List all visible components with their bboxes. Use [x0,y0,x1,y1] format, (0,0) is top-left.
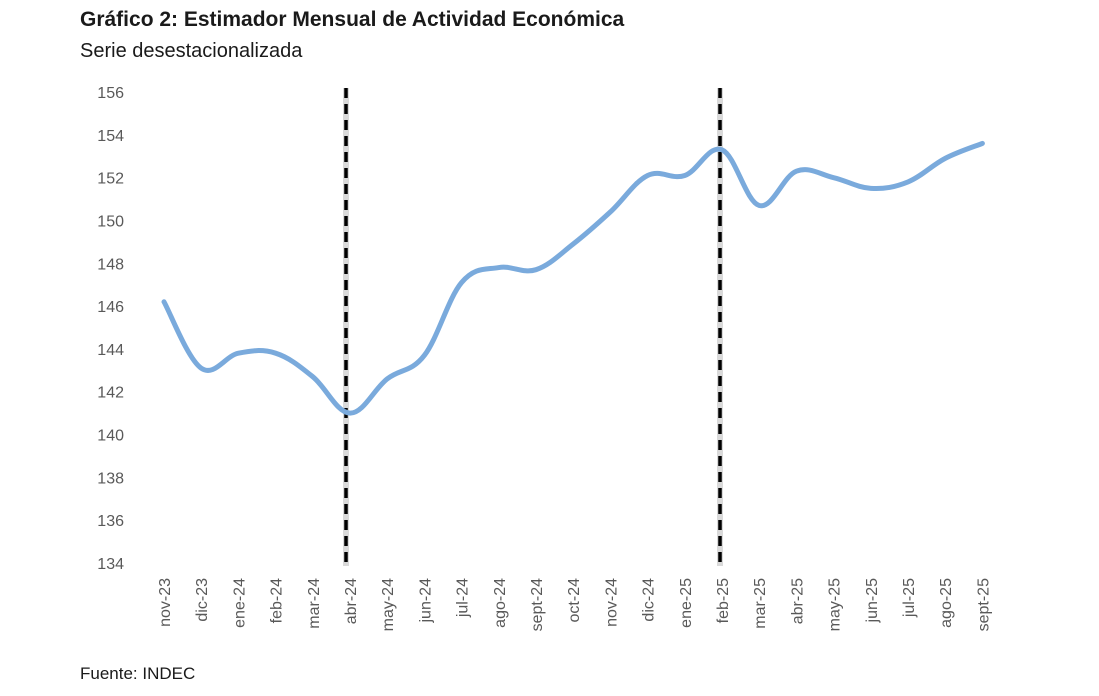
data-point [832,176,836,180]
data-point [385,377,389,381]
data-point [980,141,984,145]
y-tick-label: 144 [97,342,124,359]
x-tick-label: nov-24 [603,578,620,627]
y-tick-label: 136 [97,513,124,530]
chart-title: Gráfico 2: Estimador Mensual de Activida… [80,8,625,31]
x-tick-label: nov-23 [157,578,174,627]
x-tick-label: may-24 [380,578,397,631]
x-tick-label: jun-25 [864,578,881,624]
data-point [683,173,687,177]
x-tick-label: ene-24 [231,578,248,628]
source-note: Fuente: INDEC [80,664,196,683]
y-tick-label: 138 [97,470,124,487]
x-tick-label: dic-23 [194,578,211,622]
x-tick-label: jul-25 [901,578,918,618]
data-point [608,210,612,214]
y-tick-label: 150 [97,213,124,230]
data-point [162,300,166,304]
x-tick-label: may-25 [827,578,844,631]
x-tick-label: mar-24 [306,578,323,629]
data-point [348,411,352,415]
y-tick-label: 140 [97,428,124,445]
chart-subtitle: Serie desestacionalizada [80,40,303,62]
x-tick-label: ene-25 [678,578,695,628]
x-tick-label: abr-24 [343,578,360,624]
y-tick-label: 152 [97,171,124,188]
data-point [236,351,240,355]
data-point [794,169,798,173]
data-point [646,173,650,177]
series-line [161,140,985,416]
x-tick-label: sept-24 [529,578,546,631]
x-tick-label: jul-24 [455,578,472,618]
y-tick-label: 134 [97,556,124,573]
data-point [869,186,873,190]
data-point [274,351,278,355]
data-point [534,268,538,272]
x-tick-label: ago-24 [492,578,509,628]
x-tick-label: sept-25 [975,578,992,631]
y-tick-label: 146 [97,299,124,316]
data-point [571,242,575,246]
y-tick-label: 148 [97,256,124,273]
data-point [720,148,724,152]
x-tick-label: oct-24 [566,578,583,623]
y-tick-label: 142 [97,385,124,402]
y-tick-label: 156 [97,85,124,102]
x-tick-label: mar-25 [752,578,769,629]
data-point [757,203,761,207]
x-tick-label: feb-25 [715,578,732,623]
x-tick-label: ago-25 [938,578,955,628]
x-tick-label: feb-24 [269,578,286,623]
data-point [906,180,910,184]
data-point [943,156,947,160]
data-point [497,266,501,270]
x-tick-label: jun-24 [417,578,434,624]
x-tick-label: abr-25 [789,578,806,624]
y-tick-label: 154 [97,128,124,145]
data-point [460,281,464,285]
data-point [311,375,315,379]
x-tick-label: dic-24 [641,578,658,622]
data-point [422,353,426,357]
data-point [199,366,203,370]
